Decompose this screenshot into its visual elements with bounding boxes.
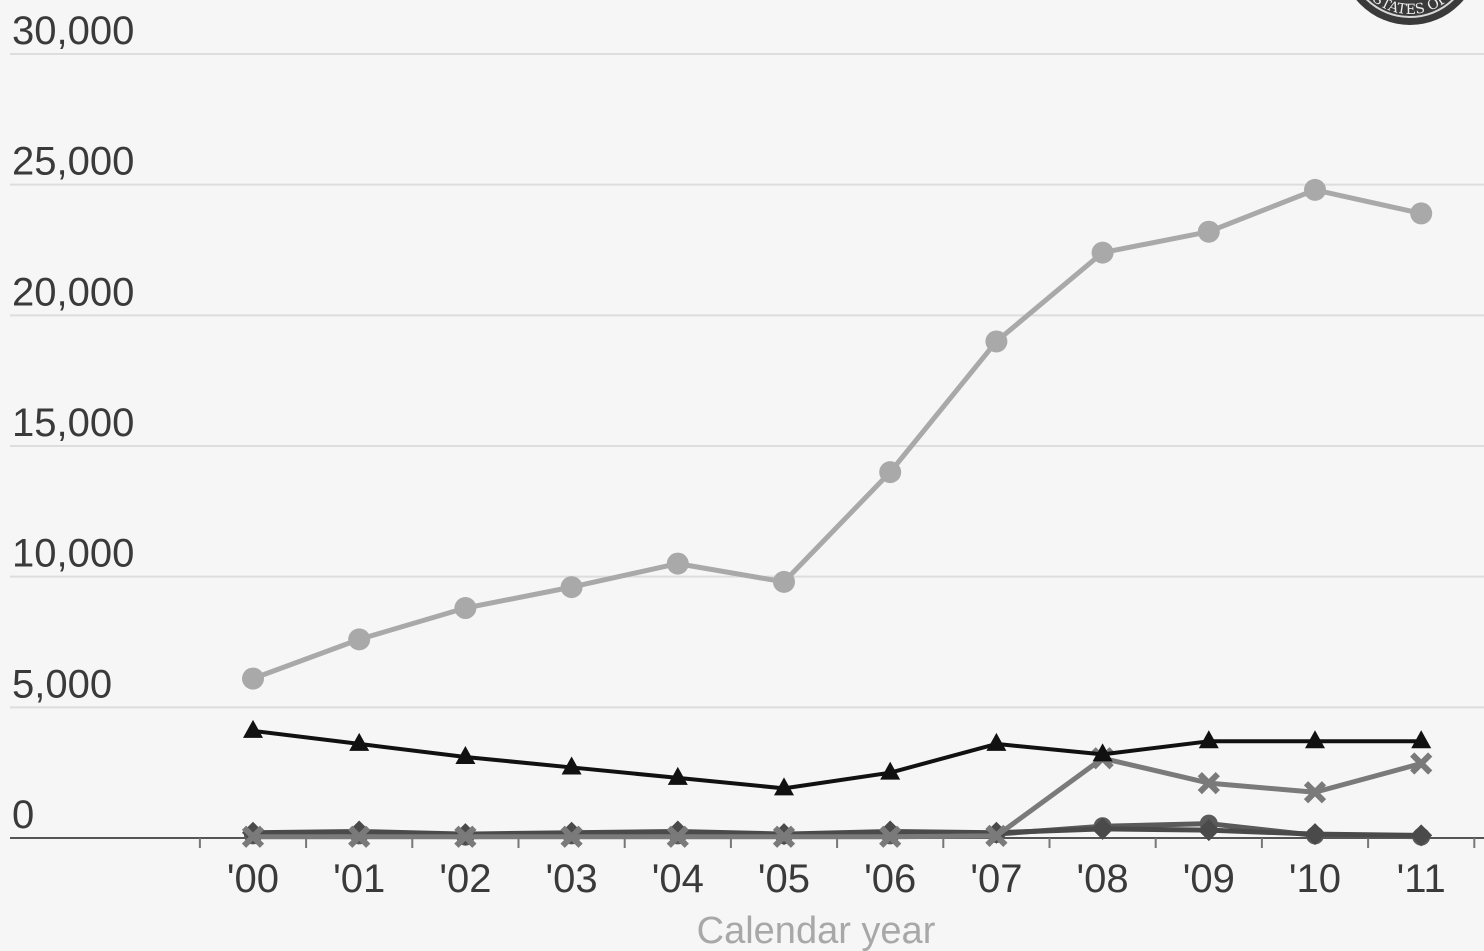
data-point xyxy=(666,552,689,575)
series-line xyxy=(252,728,1422,791)
data-point xyxy=(879,825,902,848)
y-tick-label: 10,000 xyxy=(12,532,134,576)
data-point xyxy=(455,745,476,764)
data-point xyxy=(774,777,794,796)
data-point xyxy=(1197,771,1220,795)
x-tick-label: '09 xyxy=(1183,857,1235,901)
data-point xyxy=(1410,824,1433,847)
x-tick-label: '05 xyxy=(758,857,810,901)
data-point xyxy=(454,597,477,620)
y-tick-label: 5,000 xyxy=(12,662,112,706)
data-point xyxy=(1303,781,1327,804)
data-point xyxy=(1198,730,1219,749)
data-point xyxy=(560,576,583,599)
data-point xyxy=(1410,752,1433,775)
data-point xyxy=(1197,819,1220,842)
series-3 xyxy=(241,747,1433,848)
data-point xyxy=(667,766,688,785)
data-point xyxy=(1091,817,1114,840)
data-point xyxy=(348,825,371,848)
data-point xyxy=(1091,241,1114,264)
data-point xyxy=(1304,823,1326,846)
x-tick-label: '04 xyxy=(652,857,704,901)
series-group xyxy=(241,178,1433,848)
y-tick-label: 20,000 xyxy=(12,270,134,314)
data-point xyxy=(560,825,583,848)
seal-text: STATES OF xyxy=(1369,0,1450,18)
data-point xyxy=(985,330,1008,353)
series-line xyxy=(252,187,1422,681)
x-tick-label: '11 xyxy=(1397,857,1446,901)
data-point xyxy=(772,825,796,848)
data-point xyxy=(880,761,901,780)
data-point xyxy=(1411,730,1432,749)
y-tick-label: 25,000 xyxy=(12,140,134,184)
x-tick-label: '10 xyxy=(1289,857,1341,901)
y-axis-ticks: 0 5,000 10,000 15,000 20,000 25,000 30,000 xyxy=(12,9,134,837)
x-tick-label: '00 xyxy=(227,857,279,901)
series-line xyxy=(252,826,1422,838)
x-axis: '00 '01 '02 '03 '04 '05 '06 '07 '08 '09 '10 '11 xyxy=(10,837,1484,901)
x-tick-label: '06 xyxy=(864,857,916,901)
data-point xyxy=(986,732,1007,751)
y-tick-label: 30,000 xyxy=(12,9,134,53)
data-point xyxy=(1092,743,1113,762)
x-axis-title: Calendar year xyxy=(697,910,936,951)
x-tick-label: '07 xyxy=(970,857,1022,901)
data-point xyxy=(242,667,264,690)
data-point xyxy=(1304,178,1326,201)
x-tick-label: '03 xyxy=(546,857,598,901)
data-point xyxy=(773,570,795,593)
data-point xyxy=(1305,730,1325,749)
grid-lines xyxy=(10,53,1484,709)
x-tick-label: '08 xyxy=(1077,857,1129,901)
data-point xyxy=(985,824,1008,848)
y-tick-label: 15,000 xyxy=(12,401,134,445)
series-1 xyxy=(242,178,1433,690)
data-point xyxy=(454,825,477,848)
data-point xyxy=(243,719,263,738)
x-tick-label: '02 xyxy=(439,857,491,901)
y-tick-label: 0 xyxy=(12,793,34,837)
data-point xyxy=(879,461,902,484)
data-point xyxy=(349,732,370,751)
series-2 xyxy=(243,719,1432,796)
seal-logo: STATES OF xyxy=(1356,0,1464,25)
data-point xyxy=(241,825,265,848)
data-point xyxy=(561,756,582,775)
series-line xyxy=(253,755,1422,840)
data-point xyxy=(666,825,689,848)
x-tick-label: '01 xyxy=(333,857,385,901)
data-point xyxy=(1197,220,1220,243)
data-point xyxy=(1410,202,1433,225)
data-point xyxy=(348,628,371,651)
